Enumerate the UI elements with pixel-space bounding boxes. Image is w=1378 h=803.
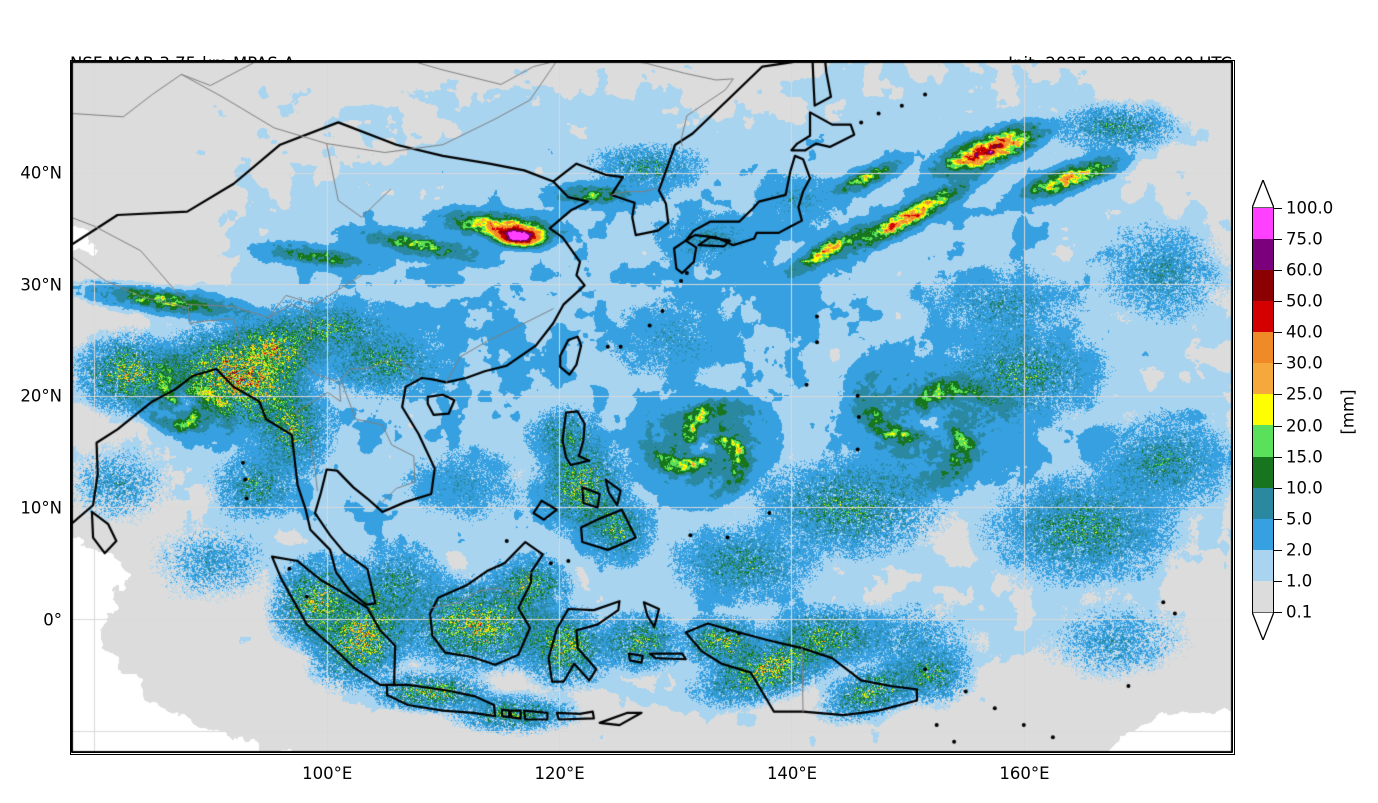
latitude-tick-label: 10°N xyxy=(20,498,62,518)
colorbar-tick-mark xyxy=(1274,270,1282,272)
colorbar[interactable]: 100.0 75.0 60.0 50.0 40.0 30.0 25.0 20.0 15.0 10.… xyxy=(1252,180,1378,640)
colorbar-band xyxy=(1253,394,1273,426)
longitude-tick-label: 140°E xyxy=(766,764,818,783)
colorbar-tick-label: 5.0 xyxy=(1286,509,1313,529)
colorbar-band xyxy=(1253,518,1273,550)
latitude-tick-label: 40°N xyxy=(20,163,62,183)
longitude-tick-label: 120°E xyxy=(534,764,585,783)
colorbar-tick-mark xyxy=(1274,487,1282,489)
colorbar-band xyxy=(1253,208,1273,240)
longitude-tick-label: 160°E xyxy=(999,764,1050,783)
colorbar-tick-label: 2.0 xyxy=(1286,540,1313,560)
colorbar-tick-label: 100.0 xyxy=(1286,198,1334,218)
colorbar-tick-label: 40.0 xyxy=(1286,322,1323,342)
colorbar-tick-mark xyxy=(1274,518,1282,520)
colorbar-tick-mark xyxy=(1274,580,1282,582)
colorbar-tick-label: 10.0 xyxy=(1286,478,1323,498)
colorbar-tick-mark xyxy=(1274,363,1282,365)
colorbar-tick-mark xyxy=(1274,549,1282,551)
colorbar-band xyxy=(1253,456,1273,488)
colorbar-tick-label: 30.0 xyxy=(1286,353,1323,373)
colorbar-band xyxy=(1253,580,1273,612)
colorbar-tick-mark xyxy=(1274,239,1282,241)
colorbar-tick-label: 75.0 xyxy=(1286,229,1323,249)
colorbar-tick-label: 20.0 xyxy=(1286,416,1323,436)
colorbar-band xyxy=(1253,487,1273,519)
colorbar-band xyxy=(1253,549,1273,581)
colorbar-tick-mark xyxy=(1274,456,1282,458)
colorbar-band xyxy=(1253,239,1273,271)
map-plot-area[interactable] xyxy=(70,60,1235,755)
latitude-tick-label: 30°N xyxy=(20,275,62,295)
colorbar-tick-mark xyxy=(1274,208,1282,209)
colorbar-tick-label: 60.0 xyxy=(1286,260,1323,280)
latitude-tick-label: 20°N xyxy=(20,386,62,406)
colorbar-tick-mark xyxy=(1274,394,1282,396)
colorbar-tick-mark xyxy=(1274,301,1282,303)
colorbar-over-arrow-icon xyxy=(1252,180,1274,208)
colorbar-band xyxy=(1253,332,1273,364)
colorbar-under-arrow-icon xyxy=(1252,612,1274,640)
longitude-tick-label: 100°E xyxy=(302,764,353,783)
colorbar-band xyxy=(1253,425,1273,457)
colorbar-tick-mark xyxy=(1274,332,1282,334)
colorbar-band xyxy=(1253,270,1273,302)
colorbar-band xyxy=(1253,301,1273,333)
colorbar-tick-mark xyxy=(1274,612,1282,613)
colorbar-tick-label: 25.0 xyxy=(1286,384,1323,404)
latitude-tick-label: 0° xyxy=(43,610,62,630)
precipitation-field xyxy=(71,61,1233,753)
colorbar-tick-mark xyxy=(1274,425,1282,427)
colorbar-axis-label: [mm] xyxy=(1338,389,1358,435)
colorbar-tick-label: 0.1 xyxy=(1286,602,1313,622)
colorbar-tick-label: 50.0 xyxy=(1286,291,1323,311)
colorbar-tick-label: 15.0 xyxy=(1286,447,1323,467)
colorbar-band xyxy=(1253,363,1273,395)
colorbar-gradient xyxy=(1252,208,1274,612)
colorbar-tick-label: 1.0 xyxy=(1286,571,1313,591)
